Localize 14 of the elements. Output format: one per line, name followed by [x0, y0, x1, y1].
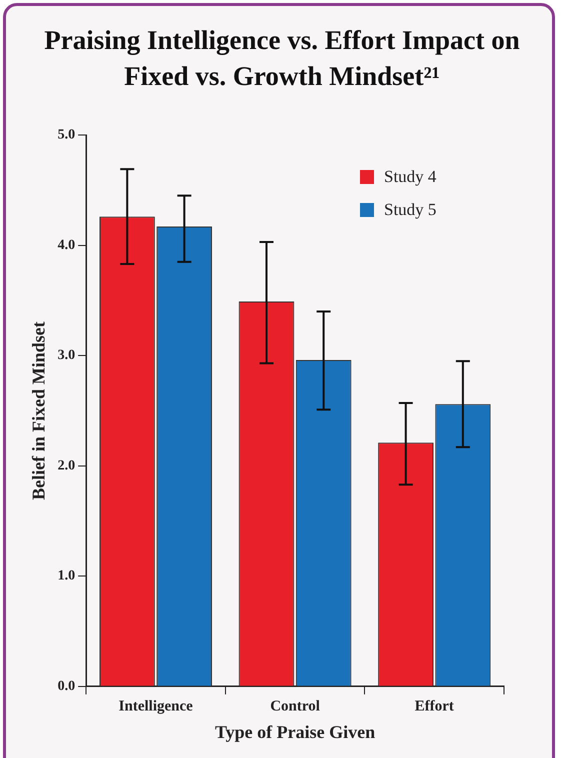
chart-title: Praising Intelligence vs. Effort Impact on Fixed vs. Growth Mindset²¹ [43, 24, 521, 93]
x-axis-title: Type of Praise Given [214, 722, 376, 742]
legend-label: Study 5 [383, 198, 436, 221]
x-tick-label: Control [270, 698, 320, 714]
y-axis-title: Belief in Fixed Mindset [28, 321, 48, 500]
y-tick-label: 2.0 [58, 458, 76, 474]
y-tick-label: 5.0 [58, 128, 76, 143]
y-tick-label: 4.0 [58, 238, 76, 253]
x-tick-label: Effort [414, 698, 454, 714]
legend-label: Study 4 [383, 166, 436, 188]
x-tick-label: Intelligence [118, 698, 194, 714]
y-tick-label: 3.0 [58, 348, 76, 364]
y-tick-label: 1.0 [58, 568, 76, 584]
y-tick-label: 0.0 [58, 679, 76, 694]
